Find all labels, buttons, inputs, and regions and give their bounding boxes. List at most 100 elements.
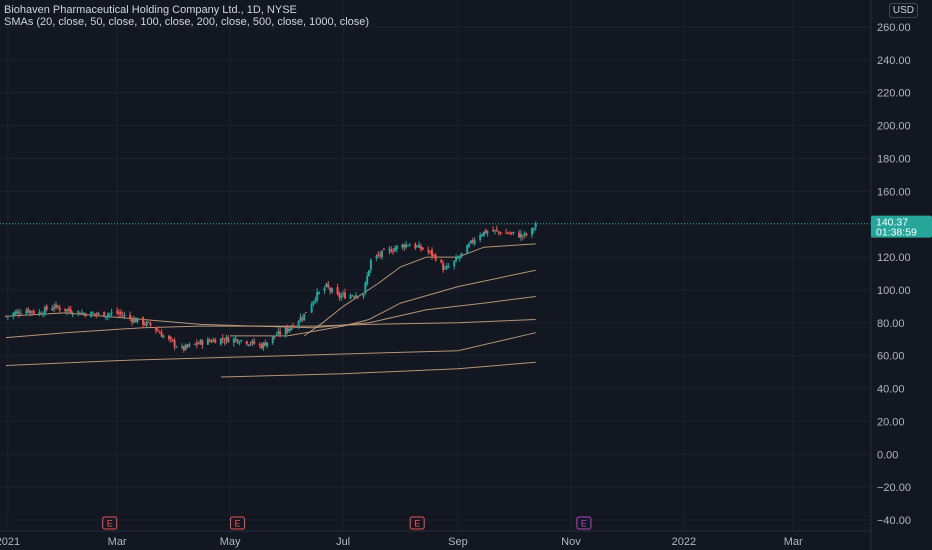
sma-line — [220, 361, 536, 378]
candle-body — [330, 288, 333, 293]
price-tick-label: 180.00 — [877, 153, 911, 165]
indicator-label[interactable]: SMAs (20, close, 50, close, 100, close, … — [4, 16, 370, 28]
candle-body — [110, 312, 113, 314]
candle-body — [156, 330, 159, 332]
candle-body — [25, 310, 28, 314]
price-tick-label: −20.00 — [877, 482, 911, 494]
price-tick-label: 120.00 — [877, 252, 911, 264]
candle-body — [421, 247, 424, 250]
candle-body — [17, 312, 20, 314]
sma-line — [5, 332, 536, 366]
candle-body — [199, 339, 202, 345]
earnings-marker[interactable]: E — [230, 516, 246, 530]
candle-body — [212, 339, 215, 342]
candle-body — [523, 232, 526, 236]
candle-body — [329, 287, 332, 291]
candle-body — [355, 295, 358, 299]
price-tick-label: 100.00 — [877, 285, 911, 297]
candle-body — [158, 332, 161, 334]
candle-body — [481, 234, 484, 237]
candle-body — [271, 335, 274, 343]
candle-body — [105, 316, 108, 318]
candle-body — [45, 306, 48, 310]
candle-body — [43, 307, 46, 315]
candle-body — [123, 314, 126, 316]
candle-body — [286, 326, 289, 332]
candle-body — [66, 309, 69, 312]
candle-body — [297, 321, 300, 327]
candle-body — [145, 321, 148, 326]
candle-body — [117, 312, 120, 314]
candle-body — [495, 229, 498, 231]
candle-body — [427, 249, 430, 252]
candle-body — [301, 318, 304, 320]
candle-body — [162, 335, 165, 338]
candle-body — [455, 257, 458, 261]
price-axis[interactable]: 260.00 240.00 220.00 200.00 180.00 160.00 140.… — [870, 0, 911, 550]
candle-body — [505, 232, 508, 234]
candle-body — [134, 318, 137, 323]
candle-body — [264, 342, 267, 346]
candle-body — [349, 295, 352, 299]
candle-body — [382, 249, 385, 251]
candle-body — [58, 307, 61, 311]
candlesticks — [5, 221, 537, 353]
chart-legend: Biohaven Pharmaceutical Holding Company … — [4, 4, 369, 28]
time-tick-label: Jul — [336, 536, 350, 548]
candle-body — [429, 251, 432, 253]
symbol-title[interactable]: Biohaven Pharmaceutical Holding Company … — [4, 4, 297, 16]
candle-body — [392, 251, 395, 253]
earnings-marker[interactable]: E — [102, 516, 118, 530]
candle-body — [493, 230, 496, 232]
candle-body — [121, 315, 124, 317]
currency-badge[interactable]: USD — [888, 3, 918, 18]
sma-line — [5, 319, 536, 339]
candle-body — [12, 313, 15, 317]
earnings-marker[interactable]: E — [409, 516, 425, 530]
candle-body — [395, 245, 398, 250]
candle-body — [393, 248, 396, 252]
candle-body — [221, 337, 224, 340]
candle-body — [16, 311, 19, 314]
candle-body — [510, 232, 513, 234]
candle-body — [193, 343, 196, 345]
candle-body — [80, 312, 83, 314]
time-axis[interactable]: 2021 Mar May Jul Sep Nov 2022 Mar — [0, 530, 871, 548]
candle-body — [381, 250, 384, 258]
candle-body — [338, 293, 341, 298]
candle-body — [486, 231, 489, 233]
candle-body — [188, 344, 191, 346]
candle-body — [260, 344, 263, 349]
candle-body — [471, 240, 474, 243]
candle-body — [214, 339, 217, 344]
candle-body — [225, 336, 228, 341]
candle-body — [303, 313, 306, 321]
candle-body — [342, 293, 345, 295]
candle-body — [318, 291, 321, 294]
earnings-marker-upcoming[interactable]: E — [576, 516, 592, 530]
candle-body — [277, 331, 280, 335]
candle-body — [27, 308, 30, 313]
sma-lines — [5, 243, 536, 378]
candle-body — [160, 332, 163, 337]
candle-body — [266, 342, 269, 347]
candle-body — [227, 337, 230, 343]
candle-body — [84, 313, 87, 317]
candle-body — [443, 268, 446, 270]
candle-body — [253, 341, 256, 344]
candle-body — [290, 326, 293, 331]
price-tick-label: 0.00 — [877, 449, 898, 461]
candle-body — [184, 344, 187, 350]
candle-body — [453, 260, 456, 267]
candle-body — [40, 313, 43, 315]
candle-body — [388, 248, 391, 251]
candle-body — [512, 231, 515, 233]
candle-body — [379, 254, 382, 256]
candle-body — [5, 316, 7, 318]
candle-body — [106, 314, 109, 317]
earnings-marker-box — [409, 516, 425, 530]
candle-body — [93, 313, 96, 315]
candle-body — [197, 343, 200, 345]
candle-body — [312, 301, 315, 305]
